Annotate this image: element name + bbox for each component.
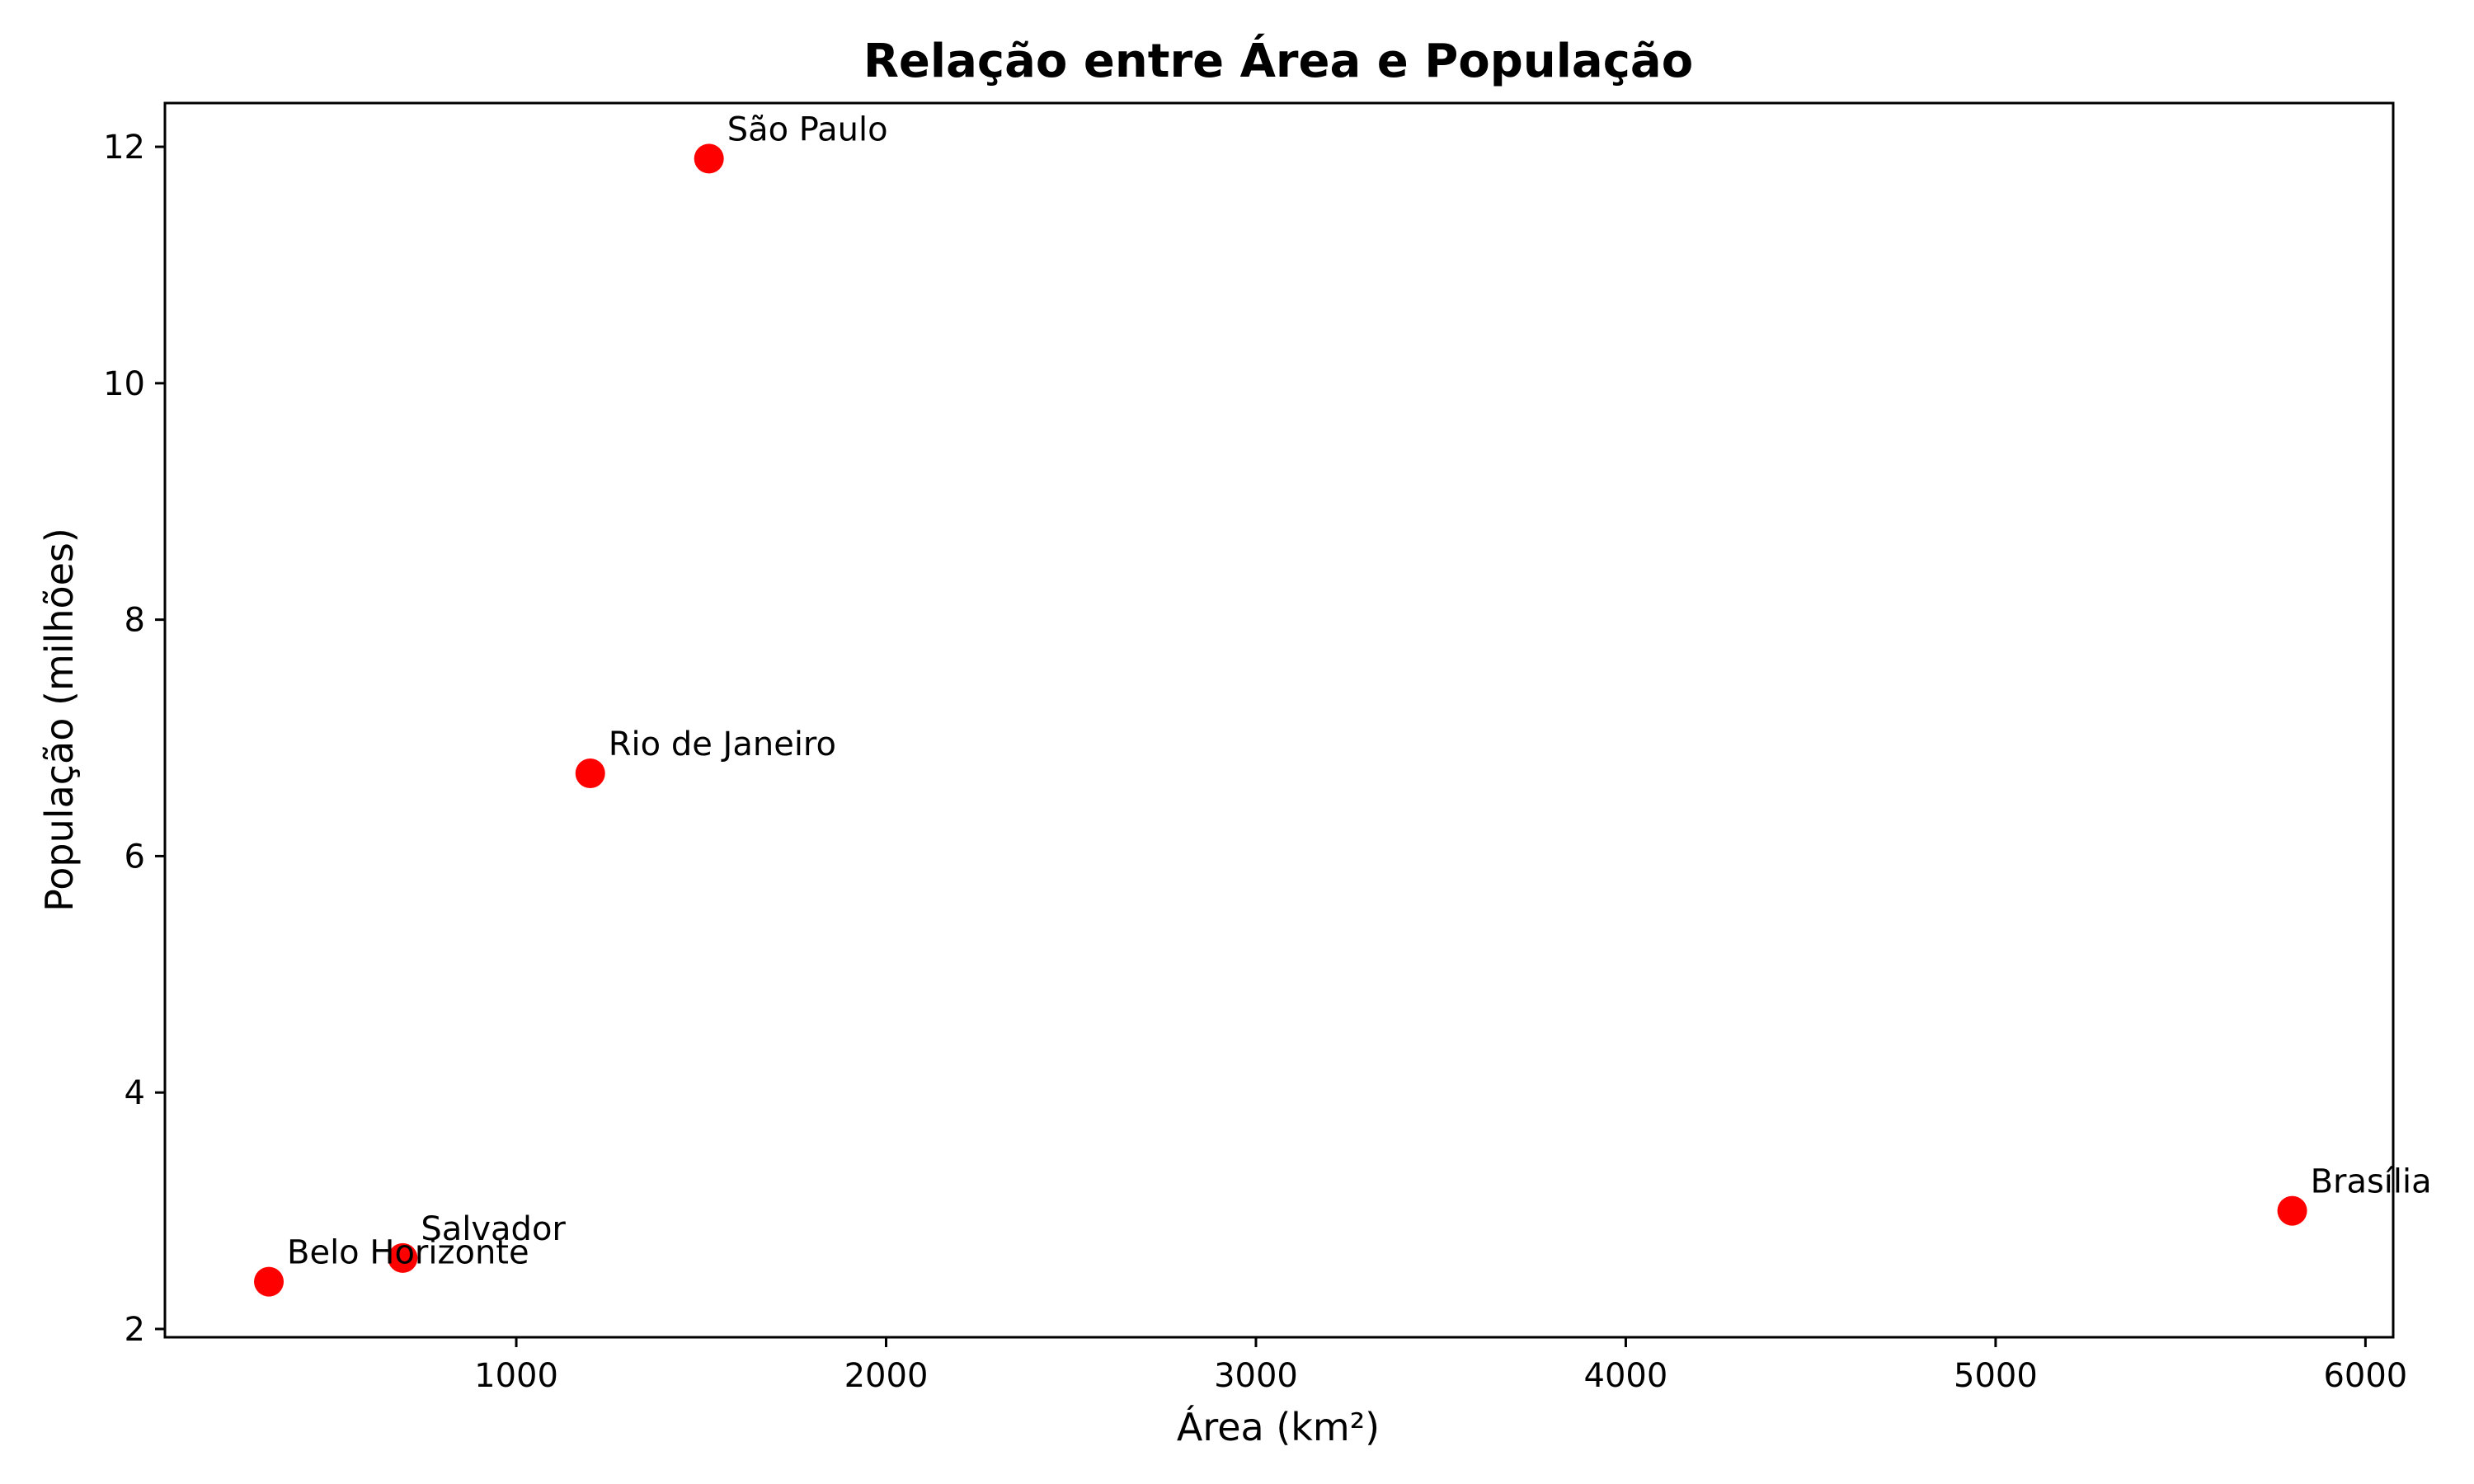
y-tick-label: 6 <box>125 838 145 876</box>
y-tick-label: 10 <box>103 365 145 403</box>
y-tick-label: 2 <box>125 1311 145 1349</box>
data-point <box>575 758 605 789</box>
x-axis: 1000 2000 3000 4000 5000 6000 <box>474 1337 2407 1395</box>
data-points <box>254 143 2307 1297</box>
x-tick-label: 2000 <box>844 1357 929 1395</box>
point-label: São Paulo <box>727 110 888 148</box>
data-point <box>388 1242 418 1273</box>
point-label: Salvador <box>421 1210 566 1248</box>
y-tick-label: 12 <box>103 129 145 167</box>
point-label: Belo Horizonte <box>287 1234 529 1272</box>
x-axis-label: Área (km²) <box>1177 1405 1380 1449</box>
plot-area <box>163 101 2395 1339</box>
y-axis-label: População (milhões) <box>37 528 82 912</box>
x-tick-label: 5000 <box>1954 1357 2038 1395</box>
y-axis: 2 4 6 8 10 12 <box>103 129 165 1349</box>
point-label: Brasília <box>2311 1163 2432 1201</box>
point-label: Rio de Janeiro <box>609 726 836 763</box>
data-point <box>2277 1195 2307 1226</box>
y-tick-label: 4 <box>125 1074 145 1112</box>
x-tick-label: 3000 <box>1214 1357 1298 1395</box>
y-tick-label: 8 <box>125 602 145 640</box>
x-tick-label: 1000 <box>474 1357 558 1395</box>
x-tick-label: 4000 <box>1584 1357 1668 1395</box>
data-point <box>694 143 724 174</box>
chart-title: Relação entre Área e População <box>863 35 1693 88</box>
data-point <box>254 1266 285 1297</box>
x-tick-label: 6000 <box>2323 1357 2407 1395</box>
point-labels: São Paulo Rio de Janeiro Brasília SalvadorB… <box>287 110 2432 1271</box>
